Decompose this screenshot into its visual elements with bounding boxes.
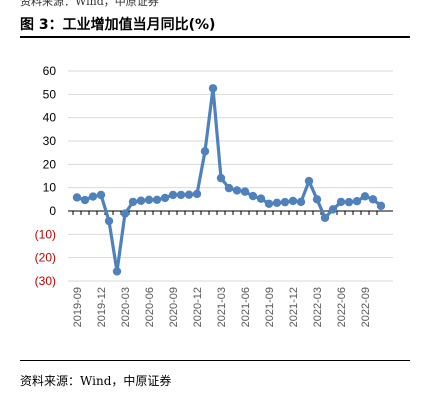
data-point	[184, 190, 194, 199]
data-point	[72, 193, 82, 202]
y-tick-label: (20)	[35, 251, 56, 265]
data-point	[328, 205, 338, 214]
data-point	[352, 197, 362, 206]
data-point	[336, 197, 346, 207]
data-point	[168, 190, 178, 200]
data-point	[104, 216, 114, 226]
data-point	[280, 197, 290, 207]
y-tick-label: 60	[43, 64, 57, 78]
data-point	[272, 198, 282, 208]
series-line	[76, 86, 383, 273]
series-industrial-value-added	[72, 84, 386, 276]
data-point	[120, 209, 130, 218]
data-point	[360, 192, 370, 201]
x-tick-label: 2021-12	[288, 287, 300, 327]
data-point	[320, 213, 330, 222]
x-axis: 2019-09 2019-12 2020-03 2020-06 2020-09 2020-…	[68, 210, 393, 327]
x-tick-label: 2019-12	[96, 287, 108, 327]
data-point	[232, 186, 242, 195]
data-point	[176, 190, 186, 200]
data-point	[192, 189, 202, 199]
data-point	[264, 199, 274, 208]
data-point	[200, 147, 210, 156]
x-tick-label: 2021-06	[240, 287, 252, 327]
data-point	[304, 176, 314, 186]
top-source-note: 资料来源：Wind，中原证券	[20, 0, 159, 8]
title-divider	[20, 36, 410, 38]
grid-lines	[68, 70, 393, 282]
x-tick-label: 2020-09	[168, 287, 180, 327]
data-point	[240, 187, 250, 196]
x-tick-label: 2021-09	[264, 287, 276, 327]
x-tick-label: 2022-03	[312, 287, 324, 327]
x-tick-label: 2022-06	[336, 287, 348, 327]
y-tick-label: (10)	[35, 227, 56, 241]
data-point	[312, 195, 322, 204]
data-point	[152, 195, 162, 204]
data-point	[256, 194, 266, 203]
data-point	[248, 191, 258, 201]
data-point	[112, 267, 122, 276]
data-point	[376, 201, 386, 211]
data-point	[224, 183, 234, 193]
data-point	[208, 84, 218, 93]
x-tick-label: 2020-12	[192, 287, 204, 327]
figure-title: 图 3：工业增加值当月同比(%)	[20, 17, 216, 33]
data-point	[96, 190, 106, 200]
source-note: 资料来源：Wind，中原证券	[20, 374, 172, 388]
x-tick-label: 2022-09	[360, 287, 372, 327]
x-tick-label: 2019-09	[72, 287, 84, 327]
x-tick-label: 2021-03	[216, 287, 228, 327]
data-point	[144, 195, 154, 204]
footer-divider	[20, 360, 410, 361]
y-tick-label: 30	[43, 134, 57, 148]
y-tick-label: 50	[43, 87, 57, 101]
y-tick-label: 40	[43, 111, 57, 125]
y-tick-label: 0	[49, 204, 56, 218]
data-point	[128, 197, 138, 207]
data-point	[160, 193, 170, 203]
data-point	[296, 197, 306, 207]
data-point	[88, 192, 98, 201]
data-point	[80, 195, 90, 205]
data-point	[368, 195, 378, 204]
y-tick-label: (30)	[35, 274, 56, 288]
x-tick-label: 2020-03	[120, 287, 132, 327]
data-point	[288, 196, 298, 206]
y-tick-label: 20	[43, 157, 57, 171]
y-axis-ticks: 60 50 40 30 20 10 0 (10) (20) (30)	[35, 64, 57, 288]
x-tick-label: 2020-06	[144, 287, 156, 327]
data-point	[136, 196, 146, 205]
y-tick-label: 10	[43, 181, 57, 195]
data-point	[216, 173, 226, 183]
data-point	[344, 197, 354, 207]
